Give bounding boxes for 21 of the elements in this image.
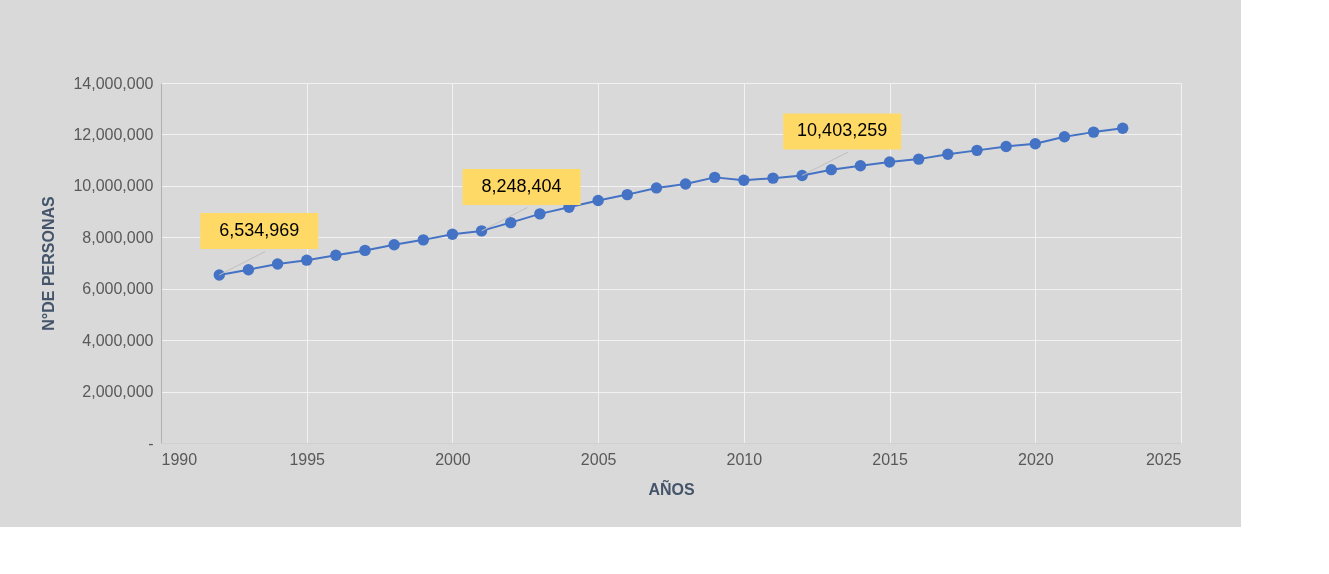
x-tick-label: 1995 — [289, 450, 326, 468]
x-tick-label: 2005 — [580, 450, 617, 468]
x-axis-title: AÑOS — [648, 478, 695, 498]
x-tick-label: 2000 — [435, 450, 471, 468]
x-tick-label: 1990 — [161, 450, 198, 468]
data-label: 6,534,969 — [219, 219, 300, 240]
x-tick-label: 2015 — [872, 450, 908, 468]
x-tick-label: 2025 — [1145, 450, 1182, 468]
y-tick-label: 8,000,000 — [82, 228, 154, 246]
y-tick-label: 4,000,000 — [82, 331, 154, 349]
y-axis-title: N°DE PERSONAS — [40, 195, 58, 331]
data-label: 8,248,404 — [481, 175, 562, 196]
y-tick-label: 14,000,000 — [73, 74, 154, 92]
y-tick-label: 12,000,000 — [73, 125, 154, 143]
y-tick-label: - — [148, 434, 154, 452]
x-tick-label: 2010 — [726, 450, 763, 468]
x-tick-label: 2020 — [1017, 450, 1054, 468]
data-label: 10,403,259 — [797, 120, 888, 141]
y-tick-label: 6,000,000 — [82, 280, 154, 298]
y-tick-label: 10,000,000 — [73, 177, 154, 195]
y-tick-label: 2,000,000 — [82, 383, 154, 401]
